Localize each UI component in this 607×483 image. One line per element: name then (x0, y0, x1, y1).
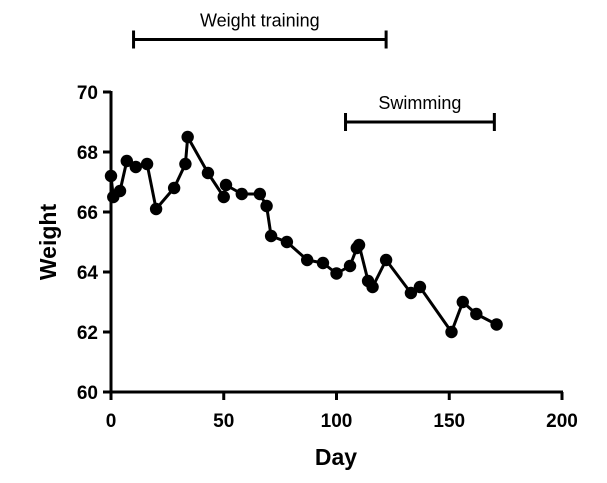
annotation-label: Weight training (200, 11, 320, 31)
data-point (219, 178, 233, 192)
x-tick-label: 100 (321, 411, 353, 432)
data-point (379, 253, 393, 267)
data-point (300, 253, 314, 267)
data-point (201, 166, 215, 180)
data-point (404, 286, 418, 300)
data-point (330, 267, 343, 280)
data-point (129, 160, 143, 174)
data-point (149, 202, 163, 216)
data-point (253, 187, 267, 201)
y-axis-title: Weight (35, 204, 61, 281)
y-tick-label: 68 (77, 143, 98, 164)
x-tick-label: 0 (106, 411, 117, 432)
data-point (120, 154, 133, 168)
x-axis-title: Day (315, 444, 357, 470)
data-point (343, 259, 357, 273)
x-tick-label: 50 (213, 411, 234, 432)
data-series (104, 130, 503, 339)
data-point (490, 318, 503, 331)
annotation-label: Swimming (378, 93, 461, 113)
data-point (167, 181, 181, 195)
data-point (366, 280, 379, 294)
series-line (109, 135, 498, 334)
data-point (316, 256, 330, 270)
data-point (217, 190, 230, 204)
data-point (260, 199, 273, 213)
data-point (456, 295, 469, 309)
y-tick-label: 70 (77, 83, 98, 104)
annotation-bars: Weight training Swimming (132, 11, 496, 131)
axes: 60 62 64 66 68 70 0 50 100 150 200 (77, 83, 578, 432)
data-point (140, 157, 154, 171)
data-point (280, 235, 294, 249)
data-point (113, 184, 127, 198)
data-point (181, 130, 194, 144)
data-point (179, 157, 192, 171)
y-tick-label: 62 (77, 323, 98, 344)
y-tick-label: 60 (77, 383, 98, 404)
data-point (235, 187, 248, 201)
x-tick-label: 200 (546, 411, 578, 432)
data-point (413, 280, 427, 294)
x-tick-label: 150 (433, 411, 465, 432)
data-point (104, 169, 118, 183)
data-point (470, 307, 483, 321)
y-tick-label: 66 (77, 203, 98, 224)
data-point (352, 238, 366, 252)
data-point (264, 229, 278, 243)
data-point (445, 325, 458, 339)
y-tick-label: 64 (77, 263, 99, 284)
